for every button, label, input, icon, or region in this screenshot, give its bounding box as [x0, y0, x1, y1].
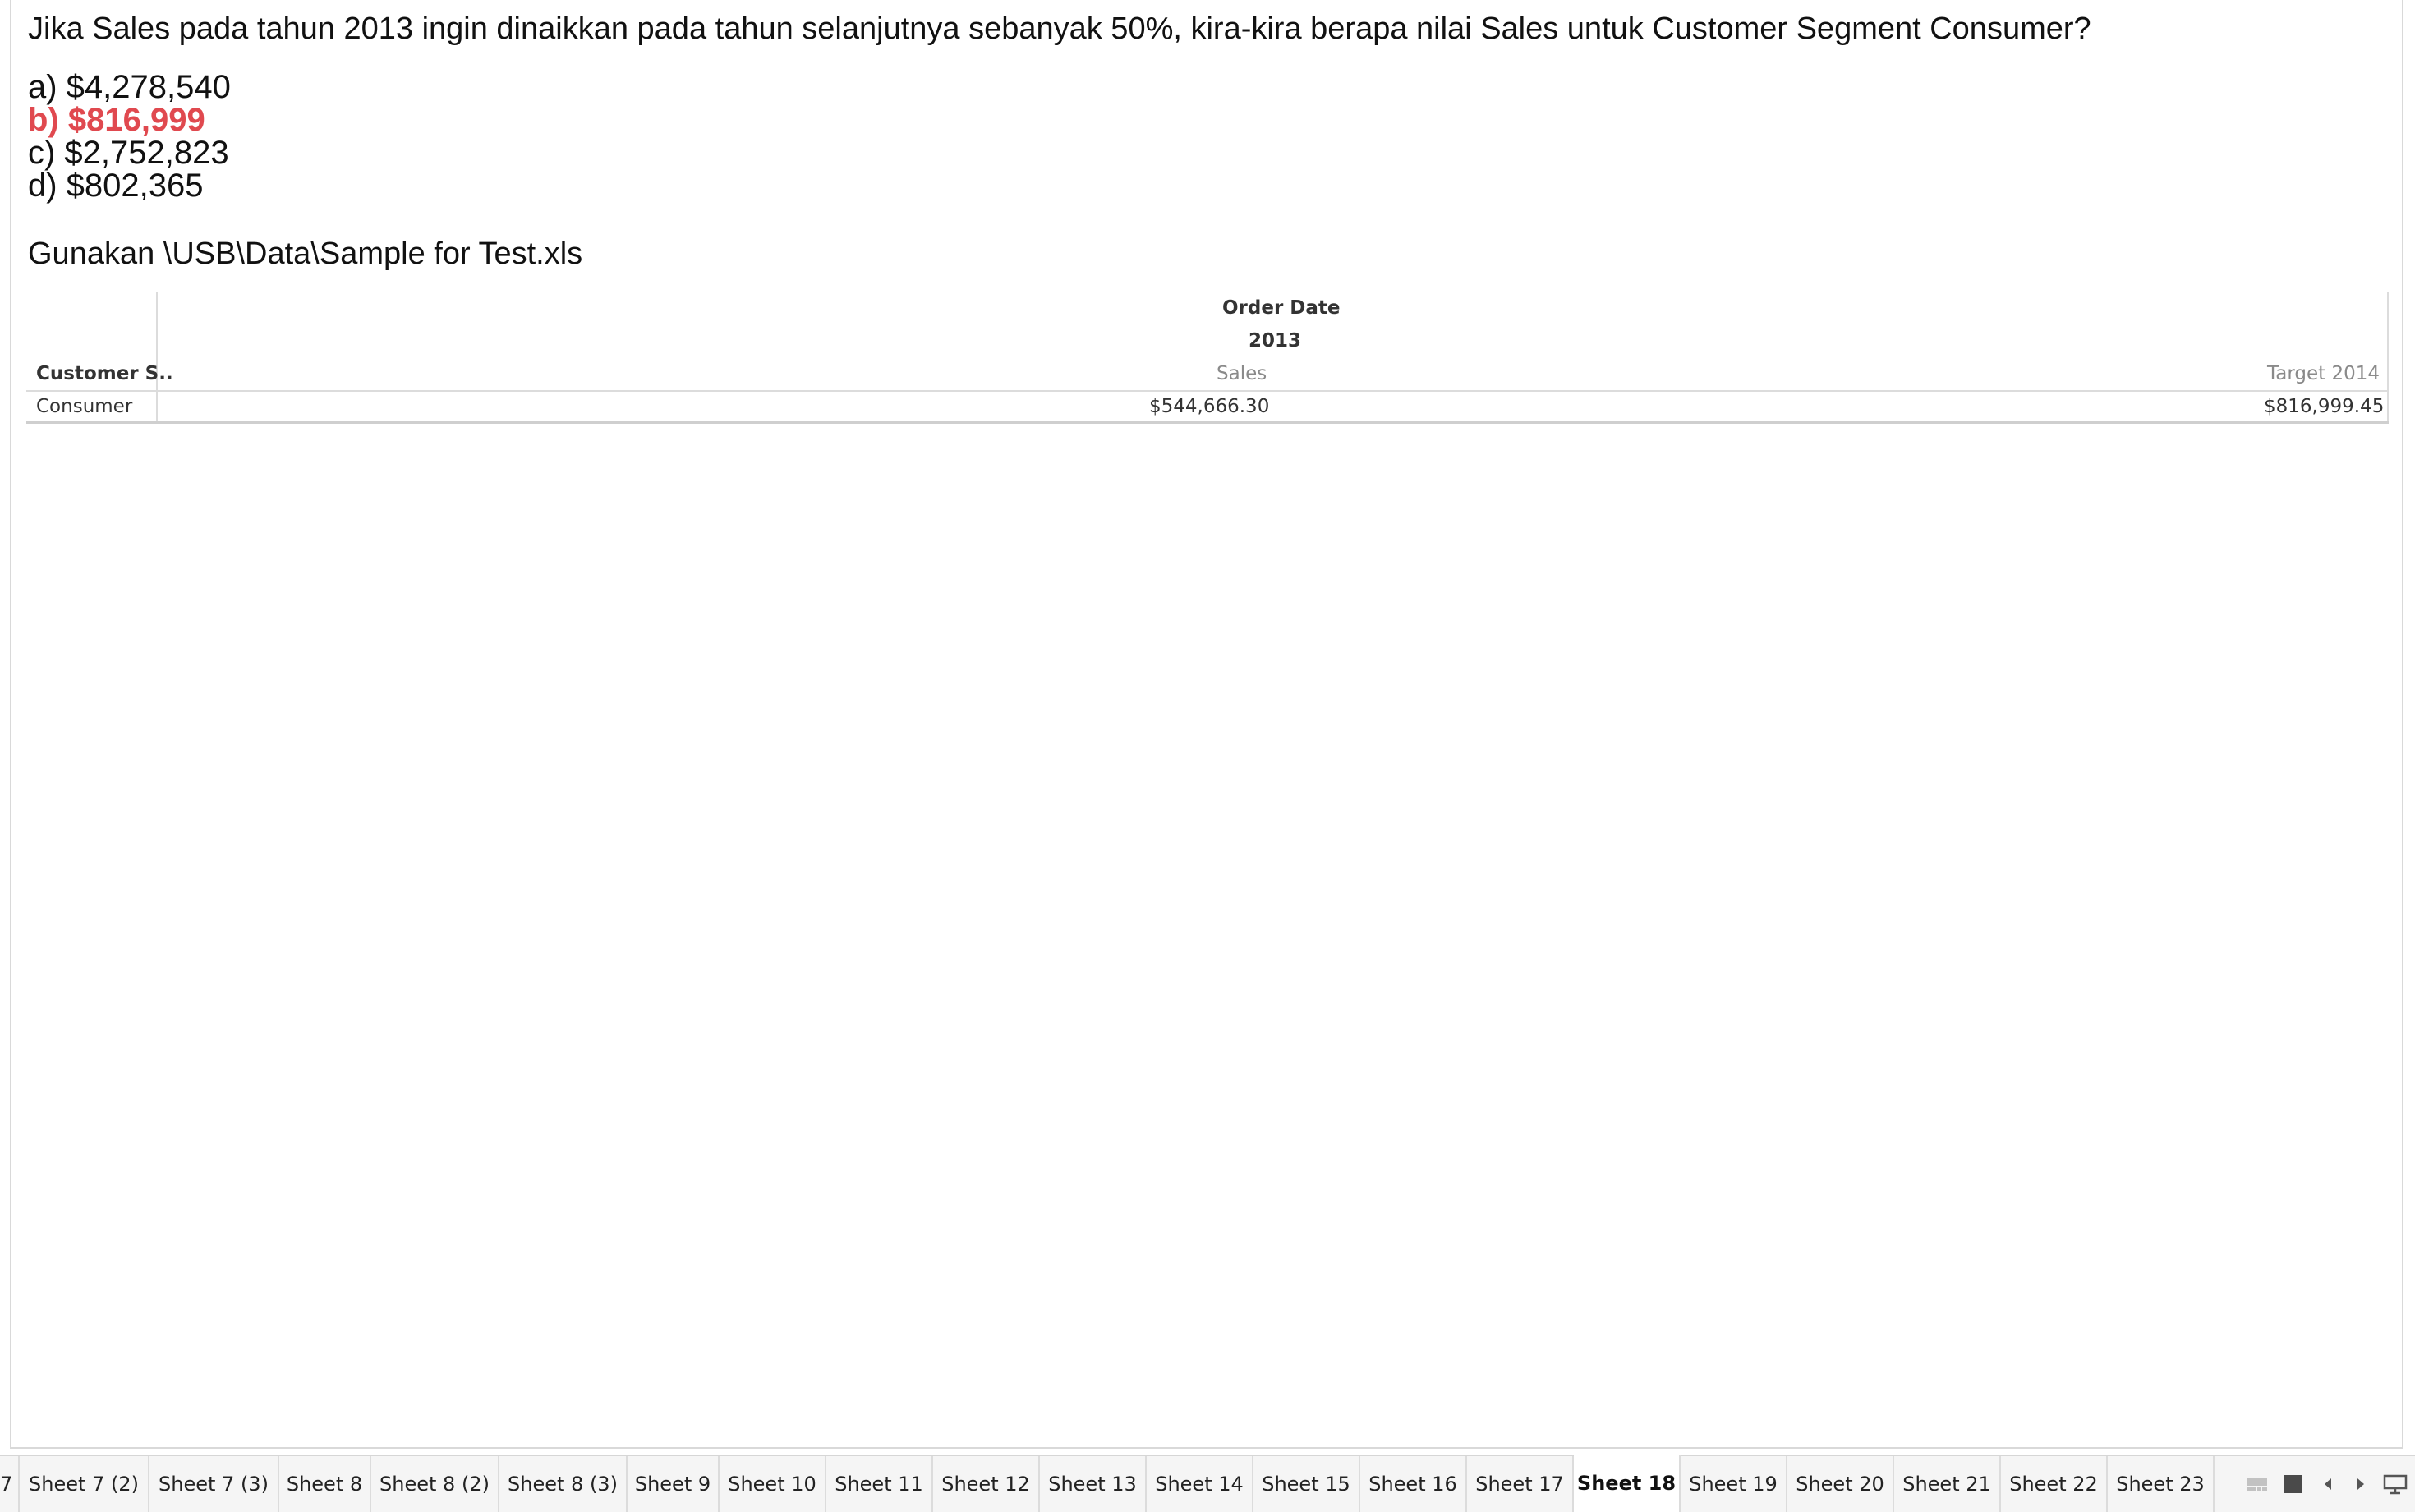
sheet-tab[interactable]: Sheet 10	[720, 1456, 826, 1512]
sheet-tab[interactable]: Sheet 14	[1147, 1456, 1254, 1512]
sheet-tab[interactable]: Sheet 9	[628, 1456, 720, 1512]
sheet-tab[interactable]: Sheet 21	[1894, 1456, 2001, 1512]
sheet-tab[interactable]: Sheet 12	[933, 1456, 1040, 1512]
sheet-tab[interactable]: Sheet 8 (2)	[371, 1456, 499, 1512]
sheet-tab[interactable]: Sheet 19	[1681, 1456, 1787, 1512]
answer-options: a) $4,278,540 b) $816,999 c) $2,752,823 …	[28, 71, 231, 202]
column-header-year[interactable]: 2013	[1249, 330, 1302, 352]
sheet-tab[interactable]: Sheet 7 (3)	[150, 1456, 279, 1512]
sheet-tab[interactable]: Sheet 23	[2108, 1456, 2215, 1512]
sheet-tab[interactable]: Sheet 16	[1360, 1456, 1467, 1512]
cell-target-consumer[interactable]: $816,999.45	[2264, 396, 2385, 417]
row-label-consumer[interactable]: Consumer	[36, 396, 133, 417]
option-c: c) $2,752,823	[28, 135, 229, 171]
sheet-tab[interactable]: Sheet 17	[1467, 1456, 1574, 1512]
sheet-tab-active[interactable]: Sheet 18	[1574, 1455, 1681, 1512]
sheet-tab[interactable]: Sheet 8	[279, 1456, 371, 1512]
measure-header-sales[interactable]: Sales	[1217, 363, 1267, 384]
data-source-text: Gunakan \USB\Data\Sample for Test.xls	[28, 237, 583, 271]
row-header-divider	[156, 292, 158, 423]
presentation-mode-icon[interactable]	[2379, 1456, 2412, 1512]
crosstab-right-border	[2387, 292, 2389, 423]
sheet-tab[interactable]: Sheet 7 (2)	[20, 1456, 150, 1512]
sheet-tab[interactable]: Sheet 22	[2001, 1456, 2108, 1512]
crosstab-bottom-line	[26, 421, 2389, 424]
sheet-tab-bar: 7 Sheet 7 (2) Sheet 7 (3) Sheet 8 Sheet …	[0, 1455, 2415, 1512]
single-sheet-icon[interactable]	[2277, 1456, 2310, 1512]
question-text: Jika Sales pada tahun 2013 ingin dinaikk…	[28, 11, 2091, 46]
sheet-tab[interactable]: Sheet 15	[1254, 1456, 1360, 1512]
option-d: d) $802,365	[28, 168, 204, 204]
sheet-tab[interactable]: Sheet 11	[826, 1456, 933, 1512]
sheet-tab[interactable]: Sheet 20	[1787, 1456, 1894, 1512]
row-header-customer-segment[interactable]: Customer S..	[36, 363, 173, 384]
cell-sales-consumer[interactable]: $544,666.30	[1149, 396, 1270, 417]
measure-header-target-2014[interactable]: Target 2014	[2267, 363, 2380, 384]
worksheet-view	[10, 0, 2404, 1449]
option-b-correct: b) $816,999	[28, 102, 205, 138]
scroll-right-icon[interactable]	[2346, 1456, 2376, 1512]
sheet-tab[interactable]: Sheet 13	[1040, 1456, 1147, 1512]
sheet-tab-partial[interactable]: 7	[0, 1456, 20, 1512]
option-a: a) $4,278,540	[28, 69, 231, 105]
column-header-order-date[interactable]: Order Date	[1222, 297, 1341, 319]
filmstrip-icon[interactable]	[2241, 1456, 2274, 1512]
scroll-left-icon[interactable]	[2313, 1456, 2343, 1512]
sheet-tab[interactable]: Sheet 8 (3)	[499, 1456, 628, 1512]
header-bottom-line	[26, 390, 2389, 392]
